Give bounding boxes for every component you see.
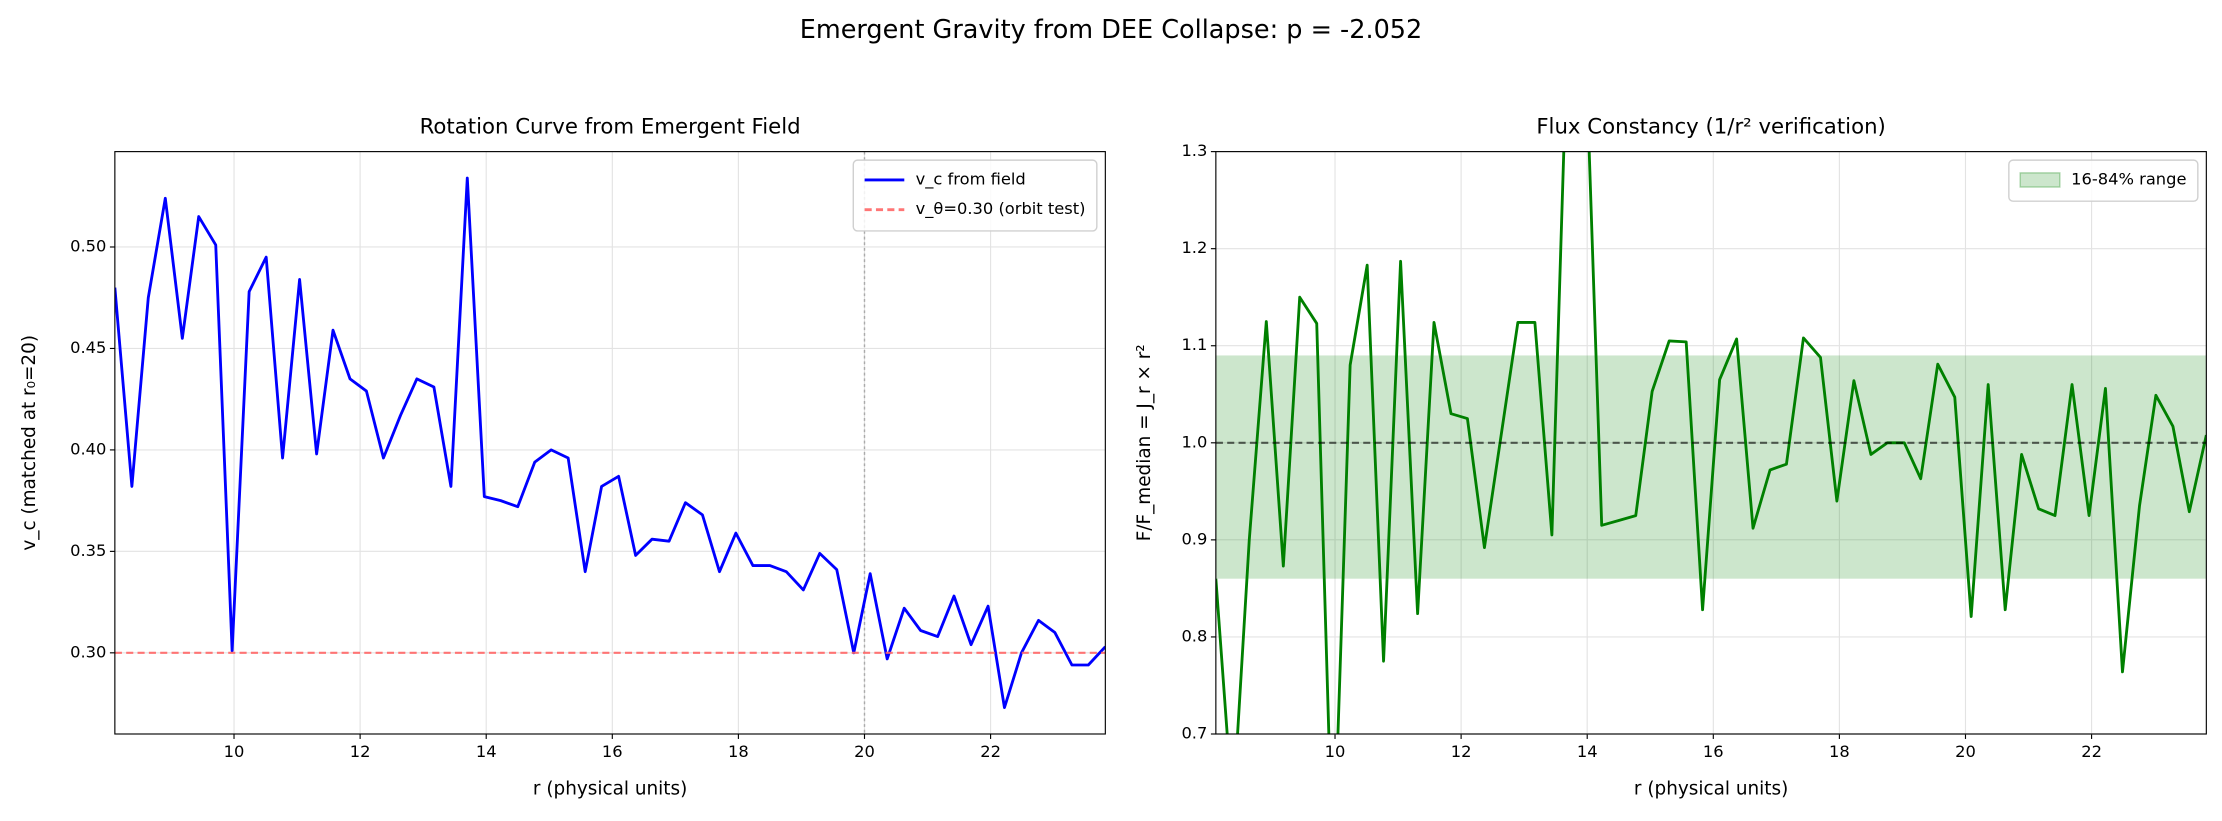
legend: 16-84% range: [2008, 159, 2199, 202]
x-tick-label: 16: [602, 742, 623, 761]
x-tick-label: 10: [224, 742, 245, 761]
clip-group: [1215, 151, 2207, 734]
figure-title: Emergent Gravity from DEE Collapse: p = …: [800, 15, 1422, 45]
axes-frame: [114, 151, 1106, 735]
y-tick-label: 0.30: [70, 642, 106, 661]
y-tick-label: 1.0: [1181, 432, 1207, 451]
y-tick-label: 0.35: [70, 541, 106, 560]
y-tick-label: 0.9: [1181, 529, 1207, 548]
legend-label: v_c from field: [916, 169, 1026, 189]
y-axis-label: v_c (matched at r₀=20): [19, 335, 40, 551]
y-tick-label: 1.1: [1181, 335, 1207, 354]
y-tick-label: 0.40: [70, 439, 106, 458]
x-tick-label: 18: [728, 742, 749, 761]
legend-swatch: [2019, 172, 2061, 188]
y-axis-label: F/F_median = J_r × r²: [1134, 344, 1155, 541]
x-tick-label: 16: [1703, 742, 1724, 761]
data-line: [114, 176, 1106, 710]
x-tick-label: 10: [1325, 742, 1346, 761]
legend-label: 16-84% range: [2071, 169, 2186, 188]
plot-area: 10 12 14 16 18 20 22 0.7 0.8 0.9 1.0 1.1 1.2 1.3 Flux …: [1134, 115, 2207, 799]
x-tick-label: 18: [1829, 742, 1850, 761]
y-tick-label: 0.8: [1181, 626, 1207, 645]
x-tick-label: 20: [854, 742, 875, 761]
x-tick-label: 14: [1577, 742, 1598, 761]
plot-area: 10 12 14 16 18 20 22 0.30 0.35 0.40 0.45 0.50 Rotati…: [19, 115, 1106, 799]
y-tick-label: 0.7: [1181, 723, 1207, 742]
y-tick-label: 1.2: [1181, 238, 1207, 257]
x-tick-label: 12: [350, 742, 371, 761]
x-tick-label: 22: [980, 742, 1001, 761]
x-tick-label: 14: [476, 742, 497, 761]
axes-title: Flux Constancy (1/r² verification): [1536, 115, 1886, 140]
legend-label: v_θ=0.30 (orbit test): [916, 199, 1086, 219]
y-tick-label: 1.3: [1181, 141, 1207, 160]
band: [1215, 355, 2207, 579]
axes-title: Rotation Curve from Emergent Field: [420, 115, 801, 140]
legend-box: [852, 159, 1098, 232]
x-tick-label: 12: [1451, 742, 1472, 761]
x-axis-label: r (physical units): [1634, 778, 1788, 799]
clip-group: [114, 151, 1106, 734]
y-tick-label: 0.50: [70, 236, 106, 255]
axes-frame: [1215, 151, 2207, 735]
legend-box: [2008, 159, 2199, 202]
legend: v_c from field v_θ=0.30 (orbit test): [852, 159, 1098, 232]
y-tick-label: 0.45: [70, 338, 106, 357]
x-tick-label: 22: [2081, 742, 2102, 761]
data-line: [1215, 151, 2207, 734]
x-axis-label: r (physical units): [533, 778, 687, 799]
x-tick-label: 20: [1955, 742, 1976, 761]
